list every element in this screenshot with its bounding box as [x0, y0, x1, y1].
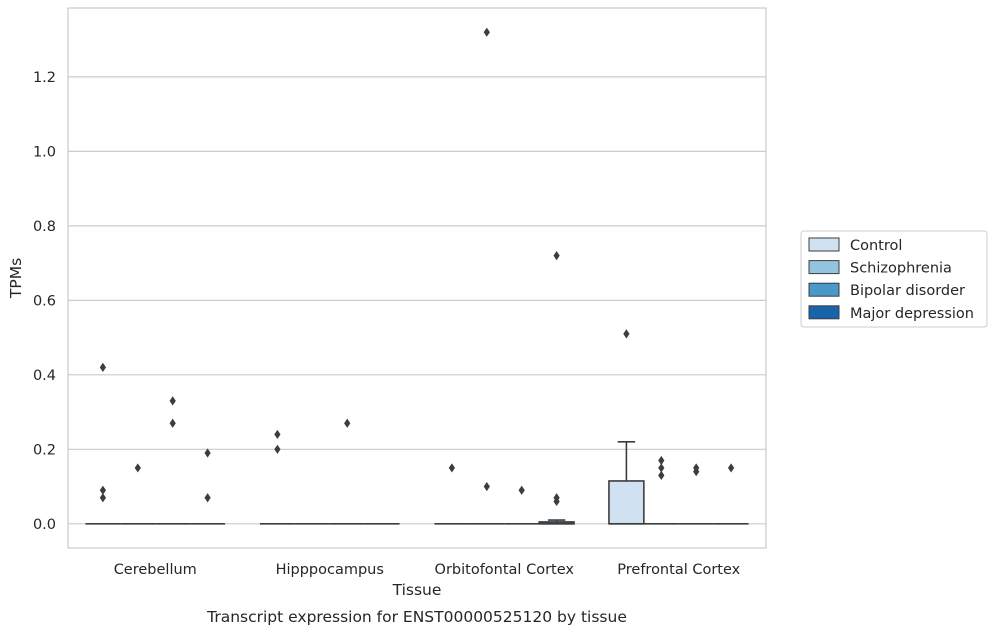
y-tick-label: 0.6 [33, 293, 56, 309]
outlier-point [483, 27, 490, 37]
outlier-point [169, 396, 176, 406]
plot-background [68, 8, 766, 548]
y-tick-labels: 0.0 0.2 0.4 0.6 0.8 1.0 1.2 [33, 70, 56, 533]
x-tick-label: Hipppocampus [276, 562, 384, 578]
legend: Control Schizophrenia Bipolar disorder Majo… [800, 230, 988, 328]
x-tick-labels: Cerebellum Hipppocampus Orbitofontal Corte… [114, 562, 741, 578]
x-tick-label: Orbitofontal Cortex [435, 562, 575, 578]
legend-label: Control [850, 238, 902, 254]
outlier-point [99, 493, 107, 503]
legend-items: Control Schizophrenia Bipolar disorder Majo… [808, 237, 974, 322]
y-axis-label: TPMs [7, 258, 25, 299]
outlier-point [483, 481, 490, 492]
outlier-point [204, 493, 211, 503]
x-tick-label: Cerebellum [114, 562, 197, 578]
legend-label: Major depression [850, 306, 974, 322]
box-groups [85, 441, 749, 525]
outlier-point [658, 463, 665, 473]
legend-swatch [808, 282, 840, 297]
outlier-point [274, 444, 281, 454]
x-axis-label: Tissue [392, 581, 442, 599]
y-tick-label: 0.4 [33, 368, 56, 384]
outlier-point [204, 448, 211, 458]
legend-frame [800, 230, 988, 328]
x-tick-label: Prefrontal Cortex [617, 562, 740, 578]
y-tick-label: 0.0 [33, 517, 56, 533]
box-major-depression [538, 519, 575, 525]
box [608, 480, 645, 525]
box-control [608, 441, 645, 525]
outlier-point [99, 485, 107, 495]
chart-caption: Transcript expression for ENST0000052512… [206, 608, 627, 626]
outlier-point [658, 455, 665, 466]
y-tick-label: 0.2 [33, 442, 56, 458]
legend-label: Schizophrenia [850, 261, 952, 277]
outlier-point [518, 485, 525, 495]
outlier-point [693, 467, 700, 477]
y-tick-label: 0.8 [33, 219, 56, 235]
outlier-point [553, 496, 560, 507]
outlier-point [448, 463, 456, 473]
legend-swatch [808, 237, 840, 252]
outlier-point [134, 463, 141, 473]
legend-swatch [808, 305, 840, 320]
outlier-points [99, 27, 735, 507]
legend-label: Bipolar disorder [850, 283, 965, 299]
outlier-point [658, 470, 665, 480]
plot-frame [67, 7, 767, 549]
outlier-point [727, 463, 735, 473]
outlier-point [344, 418, 351, 428]
outlier-point [274, 429, 281, 440]
y-tick-label: 1.2 [33, 70, 56, 86]
y-tick-label: 1.0 [33, 144, 56, 160]
legend-swatch [808, 260, 840, 275]
outlier-point [99, 362, 107, 372]
outlier-point [623, 329, 630, 339]
outlier-point [169, 418, 176, 428]
outlier-point [553, 251, 560, 261]
